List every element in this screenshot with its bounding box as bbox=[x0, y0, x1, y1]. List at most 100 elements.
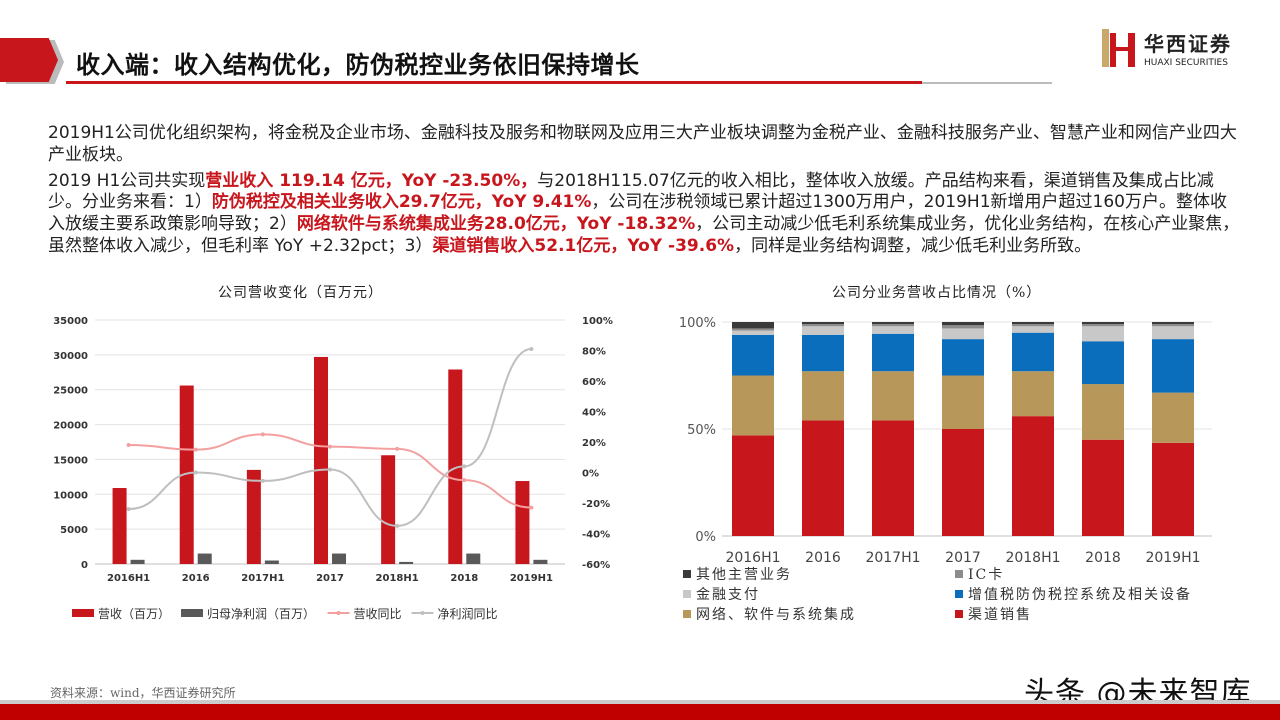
stacked-bar-segment bbox=[872, 322, 914, 325]
y2-tick-label: 0% bbox=[582, 469, 599, 480]
y-tick-label: 10000 bbox=[53, 490, 88, 501]
stacked-bar-segment bbox=[1152, 442, 1194, 536]
stacked-bar-segment bbox=[1082, 324, 1124, 327]
x-tick-label: 2017 bbox=[945, 550, 981, 566]
stacked-bar-segment bbox=[1012, 416, 1054, 536]
text-run: 与2018H115.07亿元的收入相比，整体收入放缓。产品结构来看，渠道销售及集… bbox=[48, 170, 1214, 213]
revenue-bar bbox=[448, 369, 463, 564]
line-point bbox=[529, 346, 534, 351]
legend-swatch bbox=[955, 570, 963, 578]
legend-label: 增值税防伪税控系统及相关设备 bbox=[968, 586, 1192, 603]
stacked-bar-segment bbox=[1082, 322, 1124, 325]
stacked-bar-segment bbox=[802, 326, 844, 335]
net-profit-bar bbox=[533, 559, 548, 564]
logo-mark-icon bbox=[1102, 29, 1138, 67]
y2-tick-label: 100% bbox=[582, 316, 613, 327]
text-run: ，公司主动减少低毛利系统集成业务，优化业务结构，在核心产业聚焦，虽然整体收入减少… bbox=[48, 214, 1240, 256]
stacked-bar-segment bbox=[802, 334, 844, 372]
title-underline-gray bbox=[922, 82, 1052, 84]
stacked-bar-segment bbox=[1012, 371, 1054, 417]
line-point bbox=[328, 467, 332, 472]
stacked-bar-segment bbox=[872, 324, 914, 327]
line-point bbox=[260, 478, 265, 483]
legend-swatch bbox=[72, 609, 94, 617]
x-tick-label: 2017H1 bbox=[241, 573, 284, 584]
stacked-bar-segment bbox=[732, 330, 774, 335]
revenue-bar bbox=[246, 469, 261, 564]
line-point bbox=[395, 446, 400, 451]
line-point bbox=[395, 523, 400, 528]
stacked-bar-segment bbox=[872, 420, 914, 536]
x-tick-label: 2018H1 bbox=[376, 573, 419, 584]
highlight-text: 渠道销售收入52.1亿元，YoY -39.6% bbox=[432, 235, 735, 256]
x-tick-label: 2016H1 bbox=[107, 573, 150, 584]
y2-tick-label: 60% bbox=[582, 377, 606, 388]
paragraph: 2019H1公司优化组织架构，将金税及企业市场、金融科技及服务和物联网及应用三大… bbox=[48, 123, 1240, 167]
chart2-title: 公司分业务营收占比情况（%） bbox=[832, 285, 1042, 301]
stacked-bar-segment bbox=[872, 326, 914, 334]
x-tick-label: 2019H1 bbox=[510, 573, 553, 584]
logo-en: HUAXI SECURITIES bbox=[1144, 58, 1228, 68]
footer-red-bar bbox=[0, 704, 1280, 720]
stacked-bar-segment bbox=[942, 328, 984, 340]
page-title: 收入端：收入结构优化，防伪税控业务依旧保持增长 bbox=[76, 51, 640, 79]
y-tick-label: 50% bbox=[687, 423, 716, 438]
text-run: 2019 H1公司共实现 bbox=[48, 170, 206, 191]
legend-marker bbox=[420, 611, 425, 615]
highlight-text: 网络软件与系统集成业务28.0亿元，YoY -18.32% bbox=[296, 214, 696, 235]
x-tick-label: 2018 bbox=[450, 573, 478, 584]
stacked-bar-segment bbox=[1152, 326, 1194, 340]
stacked-bar-segment bbox=[942, 375, 984, 429]
y-tick-label: 30000 bbox=[53, 351, 88, 362]
highlight-text: 营业收入 119.14 亿元，YoY -23.50%， bbox=[205, 170, 538, 191]
stacked-bar-segment bbox=[1152, 339, 1194, 393]
line-point bbox=[126, 507, 131, 512]
stacked-bar-segment bbox=[872, 333, 914, 372]
chart1-title: 公司营收变化（百万元） bbox=[218, 285, 383, 301]
stacked-bar-segment bbox=[802, 322, 844, 325]
line-point bbox=[529, 505, 534, 510]
legend-label: 净利润同比 bbox=[438, 607, 498, 621]
x-tick-label: 2016 bbox=[805, 550, 841, 566]
net-profit-bar bbox=[466, 553, 481, 564]
stacked-bar-segment bbox=[1012, 332, 1054, 372]
y2-tick-label: -40% bbox=[582, 530, 610, 541]
legend-label: 金融支付 bbox=[696, 587, 760, 603]
x-tick-label: 2016H1 bbox=[725, 550, 780, 566]
x-tick-label: 2019H1 bbox=[1145, 550, 1200, 566]
net-profit-bar bbox=[264, 560, 279, 564]
net-profit-bar bbox=[332, 553, 346, 564]
stacked-bar-segment bbox=[802, 371, 844, 421]
y-tick-label: 100% bbox=[679, 316, 716, 331]
legend-swatch bbox=[683, 590, 691, 598]
line-point bbox=[193, 470, 198, 475]
company-logo: 华西证券 HUAXI SECURITIES bbox=[1102, 28, 1232, 68]
line-point bbox=[193, 447, 198, 452]
x-tick-label: 2016 bbox=[182, 573, 210, 584]
y-tick-label: 20000 bbox=[53, 421, 88, 432]
footer-gray-bar bbox=[0, 700, 1280, 704]
y-tick-label: 35000 bbox=[53, 316, 88, 327]
legend-swatch bbox=[955, 590, 963, 598]
text-run: 2019H1公司优化组织架构，将金税及企业市场、金融科技及服务和物联网及应用三大… bbox=[48, 123, 1237, 165]
highlight-text: 防伪税控及相关业务收入29.7亿元，YoY 9.41% bbox=[211, 192, 592, 213]
legend-label: 网络、软件与系统集成 bbox=[696, 606, 856, 623]
y2-tick-label: 40% bbox=[582, 408, 606, 419]
legend-label: IC卡 bbox=[968, 567, 1004, 583]
revenue-bar bbox=[381, 455, 396, 564]
legend-swatch bbox=[955, 610, 963, 618]
text-run: ，公司在涉税领域已累计超过1300万用户，2019H1新增用户超过160万户。整… bbox=[48, 192, 1227, 235]
body-text: 2019H1公司优化组织架构，将金税及企业市场、金融科技及服务和物联网及应用三大… bbox=[48, 123, 1240, 262]
legend-label: 营收（百万） bbox=[98, 607, 170, 621]
stacked-bar-segment bbox=[872, 371, 914, 421]
legend-label: 营收同比 bbox=[354, 607, 402, 621]
stacked-bar-segment bbox=[942, 325, 984, 329]
legend-label: 归母净利润（百万） bbox=[207, 607, 315, 621]
stacked-bar-segment bbox=[732, 375, 774, 436]
stacked-bar-segment bbox=[1012, 326, 1054, 333]
stacked-bar-segment bbox=[1082, 384, 1124, 440]
legend-marker bbox=[336, 611, 341, 615]
y2-tick-label: 80% bbox=[582, 347, 606, 358]
stacked-bar-segment bbox=[802, 324, 844, 327]
